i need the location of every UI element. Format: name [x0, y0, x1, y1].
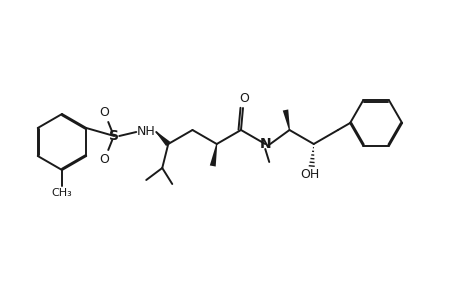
Text: O: O [99, 153, 109, 166]
Text: S: S [109, 129, 119, 143]
Polygon shape [282, 110, 289, 130]
Text: N: N [259, 137, 270, 151]
Text: O: O [99, 106, 109, 119]
Text: CH₃: CH₃ [51, 188, 72, 198]
Polygon shape [156, 132, 170, 146]
Polygon shape [209, 144, 217, 167]
Text: O: O [239, 92, 248, 105]
Text: NH: NH [137, 124, 155, 137]
Text: OH: OH [299, 168, 319, 181]
